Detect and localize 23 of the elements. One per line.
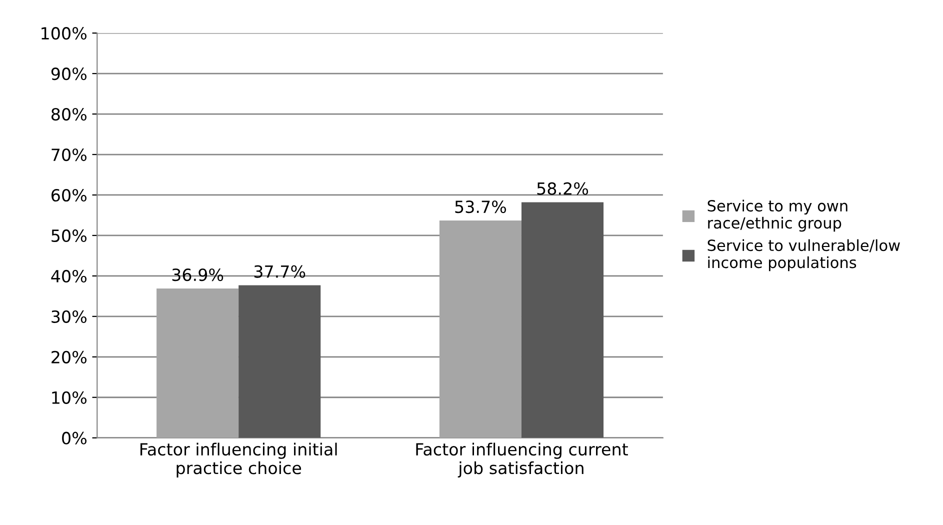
x-tick-label: Factor influencing initial practice choice (140, 442, 337, 478)
y-tick-label: 40% (51, 270, 86, 283)
y-tick-label: 100% (42, 27, 86, 40)
legend-label: Service to my own race/ethnic group (708, 200, 848, 232)
data-label: 36.9% (172, 268, 224, 282)
y-tick-label: 80% (51, 108, 86, 121)
bar (238, 285, 321, 438)
y-tick-label: 90% (51, 68, 86, 80)
y-tick-label: 0% (62, 432, 86, 444)
bar (156, 288, 239, 438)
y-tick-label: 20% (52, 350, 86, 364)
y-tick-label: 30% (52, 310, 86, 323)
x-tick-label: Factor influencing current job satisfaction (416, 442, 628, 478)
y-tick-label: 70% (52, 148, 86, 162)
y-tick-label: 60% (52, 188, 86, 202)
legend-label: Service to vulnerable/low income populations (708, 239, 900, 272)
bar (521, 202, 604, 438)
y-tick-label: 10% (52, 391, 86, 404)
data-label: 53.7% (455, 200, 506, 214)
data-label: 37.7% (254, 265, 306, 278)
y-tick-label: 50% (52, 229, 86, 242)
data-label: 58.2% (537, 182, 588, 195)
bar (439, 220, 522, 438)
